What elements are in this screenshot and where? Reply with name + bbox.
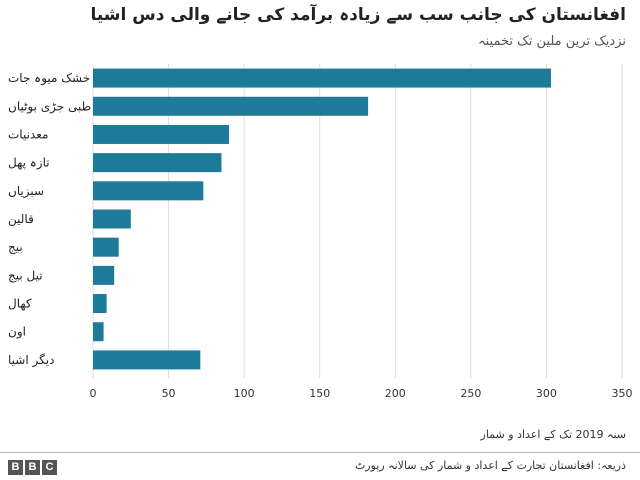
bar bbox=[93, 181, 204, 201]
bars bbox=[93, 68, 551, 370]
category-label: بیج bbox=[8, 240, 23, 254]
x-tick-label: 100 bbox=[234, 387, 255, 400]
bar bbox=[93, 265, 115, 285]
x-axis-tick-labels: 0 50 100 150 200 250 300 350 bbox=[90, 387, 633, 400]
category-label: دیگر اشیا bbox=[8, 353, 54, 368]
x-tick-label: 300 bbox=[536, 387, 557, 400]
bar bbox=[93, 68, 551, 88]
category-labels: خشک میوہ جات طبی جڑی بوٹیاں معدنیات تازہ پھ… bbox=[8, 71, 91, 368]
category-label: تازہ پھل bbox=[8, 156, 50, 171]
bar bbox=[93, 237, 119, 257]
bbc-logo: B B C bbox=[8, 460, 57, 475]
category-label: تیل بیج bbox=[8, 268, 43, 282]
category-label: قالین bbox=[8, 212, 34, 227]
category-label: سبزیاں bbox=[8, 184, 44, 199]
chart-title: افغانستان کی جانب سب سے زیادہ برآمد کی ج… bbox=[90, 5, 626, 25]
data-note: سنہ 2019 تک کے اعداد و شمار bbox=[480, 428, 626, 441]
bar-chart: خشک میوہ جات طبی جڑی بوٹیاں معدنیات تازہ پھ… bbox=[8, 64, 633, 400]
x-tick-label: 150 bbox=[309, 387, 330, 400]
bar bbox=[93, 96, 369, 116]
logo-letter: B bbox=[8, 460, 23, 475]
x-tick-label: 50 bbox=[162, 387, 176, 400]
category-label: اون bbox=[8, 325, 26, 340]
category-label: کھال bbox=[8, 297, 32, 311]
x-tick-label: 350 bbox=[612, 387, 633, 400]
bar bbox=[93, 322, 104, 342]
bar bbox=[93, 294, 107, 314]
category-label: خشک میوہ جات bbox=[8, 71, 90, 86]
category-label: طبی جڑی بوٹیاں bbox=[8, 99, 91, 114]
x-tick-label: 0 bbox=[90, 387, 97, 400]
bar bbox=[93, 350, 201, 370]
chart-subtitle: نزدیک ترین ملین تک تخمینہ bbox=[478, 34, 626, 49]
logo-letter: C bbox=[42, 460, 57, 475]
category-label: معدنیات bbox=[8, 127, 48, 141]
bar bbox=[93, 209, 131, 229]
x-tick-label: 250 bbox=[460, 387, 481, 400]
x-tick-label: 200 bbox=[385, 387, 406, 400]
bar bbox=[93, 153, 222, 173]
logo-letter: B bbox=[25, 460, 40, 475]
source-note: ذریعہ: افغانستان تجارت کے اعداد و شمار ک… bbox=[354, 459, 626, 472]
bar bbox=[93, 124, 230, 144]
footer-divider bbox=[0, 452, 640, 453]
